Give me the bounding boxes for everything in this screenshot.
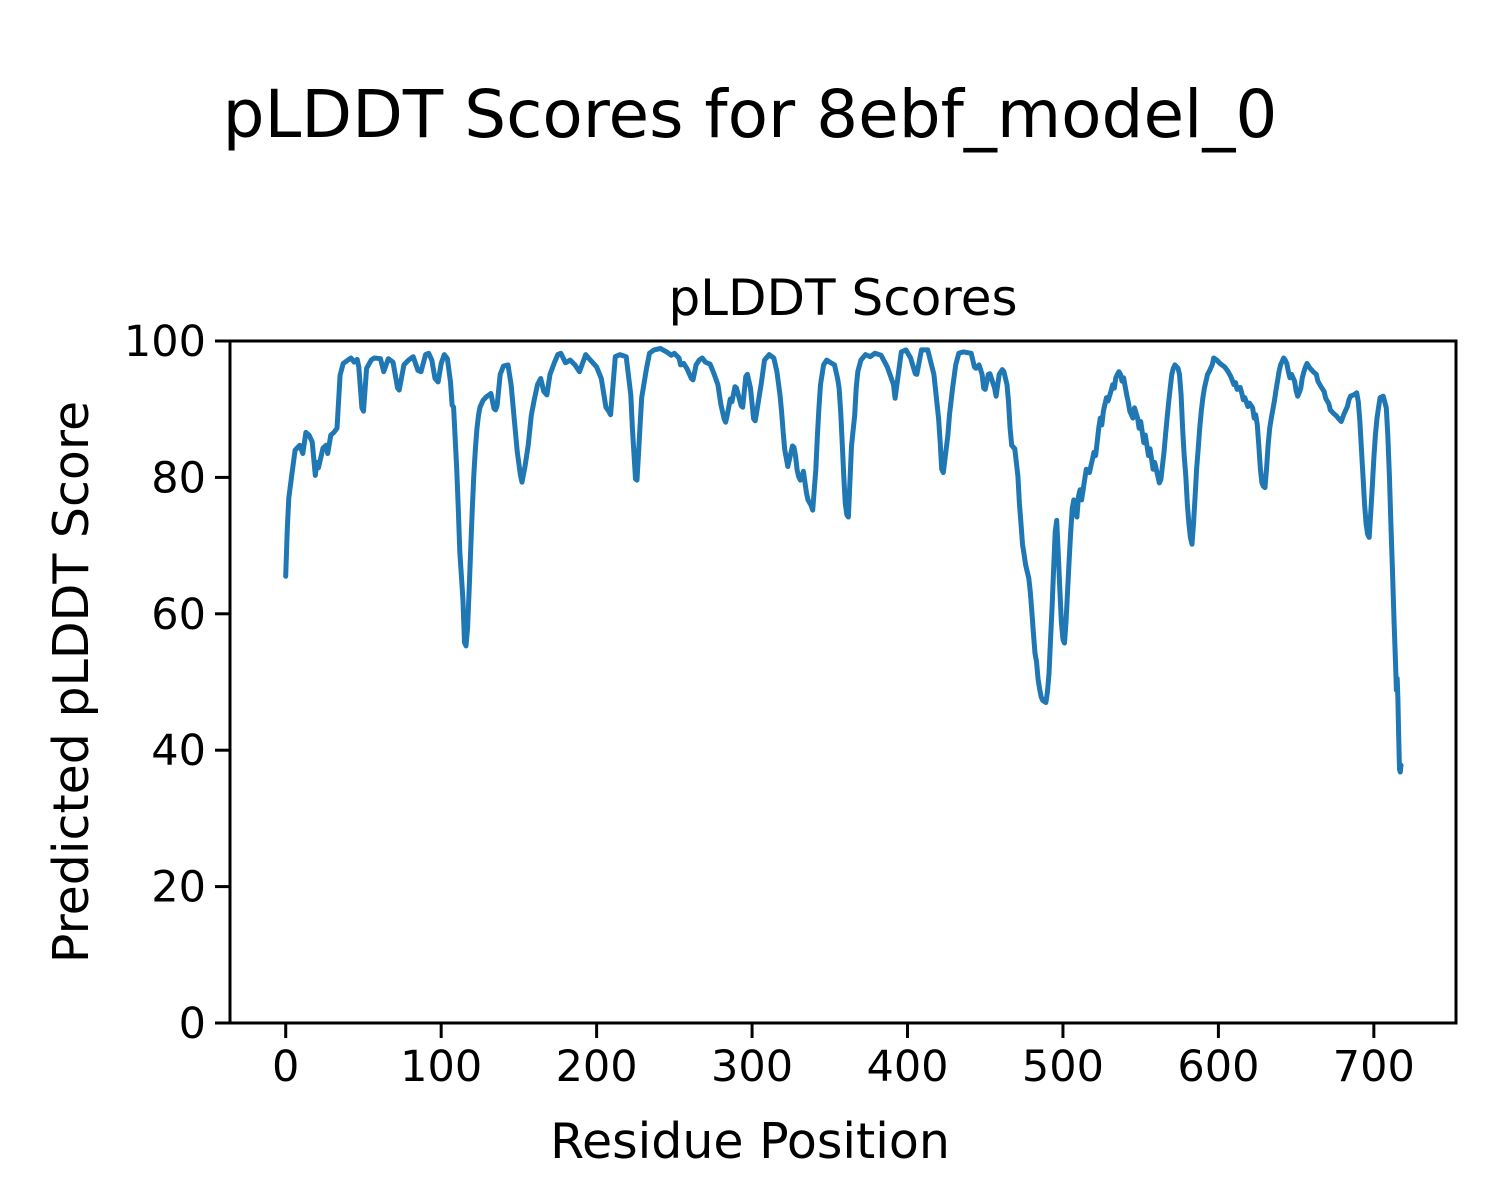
y-tick-label: 20: [151, 863, 206, 913]
x-tick-label: 500: [1022, 1042, 1104, 1092]
y-tick-label: 40: [151, 726, 206, 776]
y-tick-label: 60: [151, 590, 206, 640]
plddt-polyline: [283, 346, 1404, 775]
x-tick-label: 100: [400, 1042, 482, 1092]
y-tick-label: 100: [124, 317, 206, 367]
y-axis-ticks: 0 20 40 60 80 100: [124, 317, 230, 1049]
x-tick-label: 0: [272, 1042, 299, 1092]
x-tick-label: 200: [556, 1042, 638, 1092]
figure-suptitle: pLDDT Scores for 8ebf_model_0: [223, 76, 1278, 153]
plddt-series-line: [283, 346, 1404, 775]
x-tick-label: 400: [866, 1042, 948, 1092]
x-tick-label: 700: [1333, 1042, 1415, 1092]
axes-title: pLDDT Scores: [668, 269, 1017, 327]
axes-spines: [228, 339, 1458, 1025]
x-tick-label: 600: [1177, 1042, 1259, 1092]
x-tick-label: 300: [711, 1042, 793, 1092]
x-axis-label: Residue Position: [550, 1113, 950, 1170]
y-tick-label: 80: [151, 453, 206, 503]
y-axis-label: Predicted pLDDT Score: [43, 401, 100, 963]
y-tick-label: 0: [179, 999, 206, 1049]
x-axis-ticks: 0 100 200 300 400 500 600 700: [272, 1023, 1415, 1092]
